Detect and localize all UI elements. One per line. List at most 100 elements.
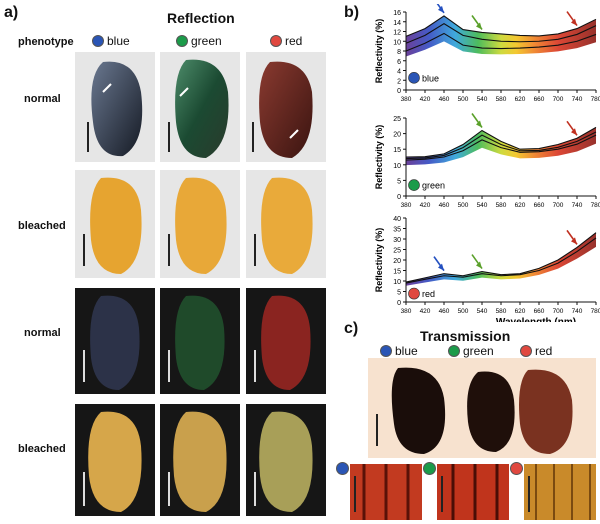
y-tick-label-0-4: 4	[397, 69, 401, 76]
row-label-normal-2: normal	[24, 327, 61, 339]
photo-red-normal-transmission-dark	[246, 288, 326, 394]
x-tick-label-0-460: 460	[439, 96, 450, 103]
y-tick-label-1-25: 25	[393, 116, 401, 123]
x-tick-label-2-420: 420	[420, 308, 431, 315]
y-tick-label-0-14: 14	[393, 20, 401, 27]
x-tick-label-0-420: 420	[420, 96, 431, 103]
transmission-phenotype-blue: blue	[380, 344, 418, 358]
x-tick-label-2-700: 700	[553, 308, 564, 315]
x-axis-label: Wavelength (nm)	[496, 317, 576, 322]
red-dot-icon	[510, 462, 523, 475]
transmission-closeup-green-marker	[423, 462, 436, 480]
photo-green-normal-reflection	[160, 52, 240, 162]
series-line-0-1	[405, 23, 597, 44]
photo-red-normal-reflection	[246, 52, 326, 162]
spectrum-base-1	[406, 143, 596, 196]
x-tick-label-0-700: 700	[553, 96, 564, 103]
x-tick-label-0-780: 780	[591, 96, 600, 103]
x-tick-label-1-580: 580	[496, 202, 507, 209]
series-line-0-0	[405, 15, 597, 37]
y-tick-label-2-30: 30	[393, 237, 401, 244]
x-tick-label-2-620: 620	[515, 308, 526, 315]
x-tick-label-2-540: 540	[477, 308, 488, 315]
transmission-title: Transmission	[420, 328, 511, 344]
photo-blue-normal-transmission-dark	[75, 288, 155, 394]
y-tick-label-0-12: 12	[393, 30, 401, 37]
phenotype-red-label: red	[285, 34, 303, 48]
transmission-closeup-blue-marker	[336, 462, 349, 480]
spectrum-base-2	[406, 246, 596, 302]
phenotype-blue-label: blue	[107, 34, 130, 48]
phenotype-label: phenotype	[18, 36, 74, 48]
blue-dot-icon	[92, 35, 104, 47]
x-tick-label-1-540: 540	[477, 202, 488, 209]
photo-red-bleached-reflection	[246, 170, 326, 278]
transmission-closeup-red	[524, 464, 596, 520]
x-tick-label-0-540: 540	[477, 96, 488, 103]
x-tick-label-2-460: 460	[439, 308, 450, 315]
chart-phenotype-dot-0	[408, 72, 420, 84]
series-line-0-2	[405, 32, 597, 52]
red-dot-icon	[270, 35, 282, 47]
y-tick-label-0-16: 16	[393, 10, 401, 17]
y-tick-label-0-10: 10	[393, 39, 401, 46]
x-tick-label-1-420: 420	[420, 202, 431, 209]
x-tick-label-1-740: 740	[572, 202, 583, 209]
x-tick-label-1-380: 380	[401, 202, 412, 209]
blue-dot-icon	[380, 345, 392, 357]
y-tick-label-1-15: 15	[393, 147, 401, 154]
green-dot-icon	[448, 345, 460, 357]
row-label-bleached-2: bleached	[18, 443, 66, 455]
peak-arrowhead-2-0	[438, 263, 444, 271]
y-tick-label-1-5: 5	[397, 178, 401, 185]
spectrum-base-0	[406, 41, 596, 90]
y-axis-label-0: Reflectivity (%)	[374, 19, 384, 84]
transmission-closeup-blue	[350, 464, 422, 520]
chart-phenotype-label-2: red	[422, 289, 435, 299]
series-line-1-2	[405, 134, 597, 161]
x-tick-label-0-740: 740	[572, 96, 583, 103]
peak-arrowhead-1-1	[571, 128, 577, 136]
x-tick-label-2-780: 780	[591, 308, 600, 315]
y-tick-label-0-0: 0	[397, 88, 401, 95]
red-dot-icon	[520, 345, 532, 357]
panel-c-label: c)	[344, 320, 359, 337]
photo-green-bleached-transmission-dark	[160, 404, 240, 516]
y-tick-label-2-15: 15	[393, 269, 401, 276]
photo-green-bleached-reflection	[160, 170, 240, 278]
panel-b-label: b)	[344, 4, 360, 21]
x-tick-label-1-700: 700	[553, 202, 564, 209]
peak-arrowhead-1-0	[476, 120, 482, 128]
blue-dot-icon	[336, 462, 349, 475]
phenotype-red: red	[270, 34, 302, 48]
y-tick-label-2-40: 40	[393, 216, 401, 223]
x-tick-label-1-460: 460	[439, 202, 450, 209]
chart-phenotype-dot-1	[408, 179, 420, 191]
x-tick-label-1-500: 500	[458, 202, 469, 209]
x-tick-label-1-660: 660	[534, 202, 545, 209]
series-line-2-0	[405, 232, 597, 283]
transmission-closeup-red-marker	[510, 462, 523, 480]
x-tick-label-2-580: 580	[496, 308, 507, 315]
series-line-2-1	[405, 237, 597, 284]
photo-blue-bleached-reflection	[75, 170, 155, 278]
phenotype-blue: blue	[92, 34, 130, 48]
x-tick-label-0-500: 500	[458, 96, 469, 103]
transmission-blue-label: blue	[395, 344, 418, 358]
photo-blue-bleached-transmission-dark	[75, 404, 155, 516]
y-tick-label-1-10: 10	[393, 163, 401, 170]
y-tick-label-2-10: 10	[393, 279, 401, 286]
y-tick-label-2-25: 25	[393, 248, 401, 255]
x-tick-label-0-580: 580	[496, 96, 507, 103]
y-tick-label-0-6: 6	[397, 59, 401, 66]
chart-phenotype-label-0: blue	[422, 73, 439, 83]
row-label-bleached-1: bleached	[18, 220, 66, 232]
y-axis-label-2: Reflectivity (%)	[374, 228, 384, 293]
transmission-photo-whole-elytra	[368, 358, 596, 458]
peak-arrowhead-0-0	[438, 5, 444, 13]
peak-arrowhead-0-2	[571, 18, 577, 26]
row-label-normal-1: normal	[24, 93, 61, 105]
transmission-phenotype-red: red	[520, 344, 552, 358]
x-tick-label-2-660: 660	[534, 308, 545, 315]
